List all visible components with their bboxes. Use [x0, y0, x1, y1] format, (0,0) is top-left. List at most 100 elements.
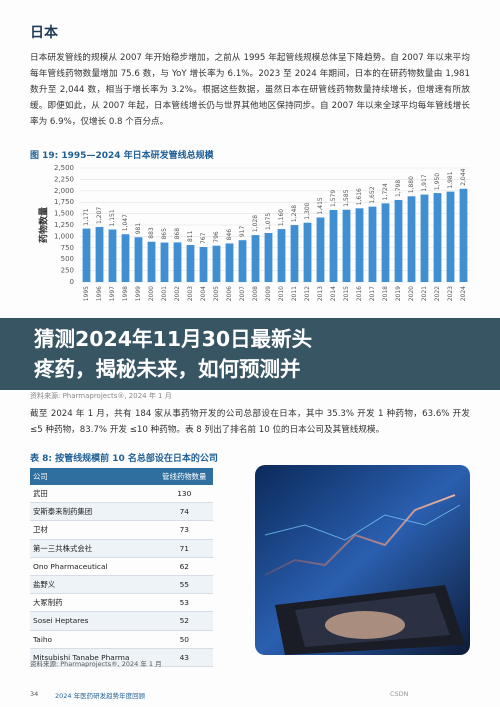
- data-label: 1,151: [109, 209, 116, 226]
- chart: 药物数量 0 250 500 750 1,000 1,250 1,500 1,750 2,000 2…: [38, 164, 470, 301]
- bar: [251, 235, 260, 282]
- table-cell: 卫材: [30, 520, 154, 540]
- y-tick-label: 1,250: [54, 221, 74, 229]
- x-tick-label: 2005: [213, 286, 220, 301]
- table-cell: 第一三共株式会社: [30, 539, 154, 558]
- x-tick-label: 1998: [122, 286, 129, 301]
- y-tick-label: 250: [61, 267, 74, 275]
- bar: [407, 196, 416, 282]
- data-label: 1,207: [96, 207, 103, 224]
- data-label: 1,585: [343, 189, 350, 206]
- bar: [264, 232, 273, 282]
- bar: [121, 234, 130, 282]
- data-label: 1,300: [304, 202, 311, 219]
- bar: [134, 237, 143, 282]
- y-tick-label: 750: [61, 244, 74, 252]
- x-tick-label: 2024: [460, 286, 467, 301]
- data-label: 1,075: [265, 213, 272, 230]
- x-tick-label: 2001: [161, 286, 168, 301]
- y-axis-label: 药物数量: [38, 207, 50, 243]
- x-tick-label: 2006: [226, 286, 233, 301]
- table-cell: 62: [153, 557, 213, 576]
- table-row: Ono Pharmaceutical 62: [30, 557, 213, 576]
- bar: [277, 229, 286, 282]
- data-label: 1,652: [369, 186, 376, 203]
- data-label: 917: [239, 226, 246, 238]
- table-cell: 74: [153, 502, 213, 522]
- title-banner: 猜测2024年11月30日最新头 疼药，揭秘未来，如何预测并: [0, 318, 500, 390]
- bar: [82, 228, 91, 282]
- table-row: 盐野义 55: [30, 575, 213, 595]
- data-label: 1,248: [291, 205, 298, 222]
- table-row: 安斯泰来制药集团 74: [30, 502, 213, 522]
- data-label: 1,950: [434, 173, 441, 190]
- page-number: 34: [30, 690, 39, 698]
- table-cell: 130: [153, 485, 213, 504]
- x-tick-label: 2007: [239, 286, 246, 301]
- data-label: 1,917: [421, 174, 428, 191]
- data-label: 1,171: [83, 208, 90, 225]
- table-cell: Sosei Heptares: [30, 611, 154, 631]
- footer-title: 2024 年医药研发趋势年度回顾: [55, 692, 146, 700]
- paragraph: 日本研发管线的规模从 2007 年开始稳步增加，之前从 1995 年起管线规模总…: [30, 53, 470, 127]
- x-tick-label: 2009: [265, 286, 272, 301]
- bar: [342, 209, 351, 282]
- x-tick-label: 2008: [252, 286, 259, 301]
- table-row: Taiho 50: [30, 630, 213, 649]
- section-title: 日本: [30, 25, 58, 41]
- x-tick-label: 2012: [304, 286, 311, 301]
- data-label: 846: [226, 229, 233, 241]
- x-tick-label: 1997: [109, 286, 116, 301]
- bar: [329, 209, 338, 282]
- table-cell: 43: [153, 648, 213, 667]
- bar: [420, 194, 429, 282]
- table-cell: Ono Pharmaceutical: [30, 557, 154, 576]
- x-tick-label: 2000: [148, 286, 155, 301]
- x-tick-label: 2013: [317, 286, 324, 301]
- bar: [212, 245, 221, 282]
- table-cell: 53: [153, 593, 213, 613]
- x-tick-label: 2004: [200, 286, 207, 301]
- data-label: 1,798: [395, 180, 402, 197]
- bar: [173, 242, 182, 282]
- bar: [303, 222, 312, 282]
- table-row: Sosei Heptares 52: [30, 611, 213, 631]
- table-cell: 71: [153, 539, 213, 558]
- data-label: 796: [213, 231, 220, 243]
- x-tick-label: 2015: [343, 286, 350, 301]
- table-cell: 73: [153, 520, 213, 540]
- data-label: 981: [135, 223, 142, 235]
- y-tick-label: 1,750: [54, 198, 74, 206]
- table-row: 卫材 73: [30, 520, 213, 540]
- bar: [108, 229, 117, 282]
- data-label: 2,044: [460, 168, 467, 185]
- x-tick-label: 1996: [96, 286, 103, 301]
- x-tick-label: 1995: [83, 286, 90, 301]
- data-label: 865: [161, 228, 168, 240]
- data-label: 1,415: [317, 197, 324, 214]
- bar: [381, 203, 390, 282]
- data-label: 1,028: [252, 215, 259, 232]
- table-caption: 表 8: 按管线规模前 10 名总部设在日本的公司: [30, 454, 218, 464]
- bar: [446, 191, 455, 282]
- bar: [355, 208, 364, 282]
- data-label: 1,616: [356, 188, 363, 205]
- bar: [290, 225, 299, 282]
- table-cell: 52: [153, 611, 213, 631]
- table-row: Mitsubishi Tanabe Pharma 43: [30, 648, 213, 667]
- bar: [368, 206, 377, 282]
- y-tick-label: 2,500: [54, 164, 74, 172]
- x-tick-label: 2002: [174, 286, 181, 301]
- watermark: CSDN: [390, 690, 409, 698]
- bar: [95, 226, 104, 282]
- data-label: 883: [148, 227, 155, 239]
- paragraph: 截至 2024 年 1 月，共有 184 家从事药物开发的公司总部设在日本，其中…: [30, 409, 470, 435]
- x-tick-label: 2020: [408, 286, 415, 301]
- x-tick-label: 2010: [278, 286, 285, 301]
- table-row: 武田 130: [30, 485, 213, 504]
- table-cell: 50: [153, 630, 213, 649]
- table-cell: Mitsubishi Tanabe Pharma: [30, 648, 154, 667]
- banner-line: 疼药，揭秘未来，如何预测并: [34, 357, 301, 381]
- decor-line: [264, 494, 456, 576]
